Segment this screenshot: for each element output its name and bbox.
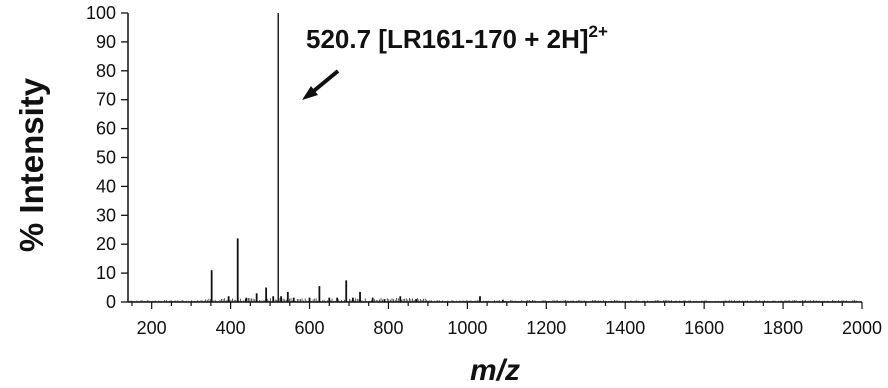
y-tick-label: 80 bbox=[96, 61, 116, 81]
annotation-main-text: 520.7 [LR161-170 + 2H] bbox=[306, 24, 589, 54]
y-tick-label: 50 bbox=[96, 148, 116, 168]
x-axis-title: m/z bbox=[470, 354, 520, 387]
x-tick-label: 1200 bbox=[526, 318, 566, 338]
y-axis-title: % Intensity bbox=[13, 77, 50, 252]
x-tick-label: 1400 bbox=[605, 318, 645, 338]
x-tick-label: 200 bbox=[137, 318, 167, 338]
x-tick-label: 1600 bbox=[684, 318, 724, 338]
y-tick-label: 0 bbox=[106, 292, 116, 312]
annotation-arrow-head bbox=[302, 86, 318, 100]
x-tick-label: 1800 bbox=[763, 318, 803, 338]
y-tick-label: 100 bbox=[86, 3, 116, 23]
y-tick-label: 10 bbox=[96, 263, 116, 283]
y-tick-label: 60 bbox=[96, 119, 116, 139]
x-tick-label: 600 bbox=[295, 318, 325, 338]
annotation-charge-superscript: 2+ bbox=[589, 22, 608, 41]
y-tick-label: 30 bbox=[96, 205, 116, 225]
x-axis-ticks: 200 400 600 800 1000 1200 1400 1600 1800 2000 bbox=[131, 302, 882, 338]
y-axis-ticks: 0 10 20 30 40 50 60 70 80 90 100 bbox=[86, 3, 128, 312]
x-tick-label: 800 bbox=[373, 318, 403, 338]
annotation-arrow-shaft bbox=[308, 69, 340, 96]
peak-series bbox=[210, 13, 504, 302]
x-tick-label: 1000 bbox=[447, 318, 487, 338]
y-tick-label: 20 bbox=[96, 234, 116, 254]
x-tick-label: 2000 bbox=[842, 318, 882, 338]
x-tick-label: 400 bbox=[216, 318, 246, 338]
y-tick-label: 90 bbox=[96, 32, 116, 52]
peak-annotation: 520.7 [LR161-170 + 2H]2+ bbox=[302, 22, 608, 100]
y-tick-label: 70 bbox=[96, 90, 116, 110]
plot-area: 0 10 20 30 40 50 60 70 80 90 100 200 400 600 800 1000 1… bbox=[86, 3, 882, 338]
annotation-label: 520.7 [LR161-170 + 2H]2+ bbox=[306, 22, 608, 54]
y-tick-label: 40 bbox=[96, 176, 116, 196]
